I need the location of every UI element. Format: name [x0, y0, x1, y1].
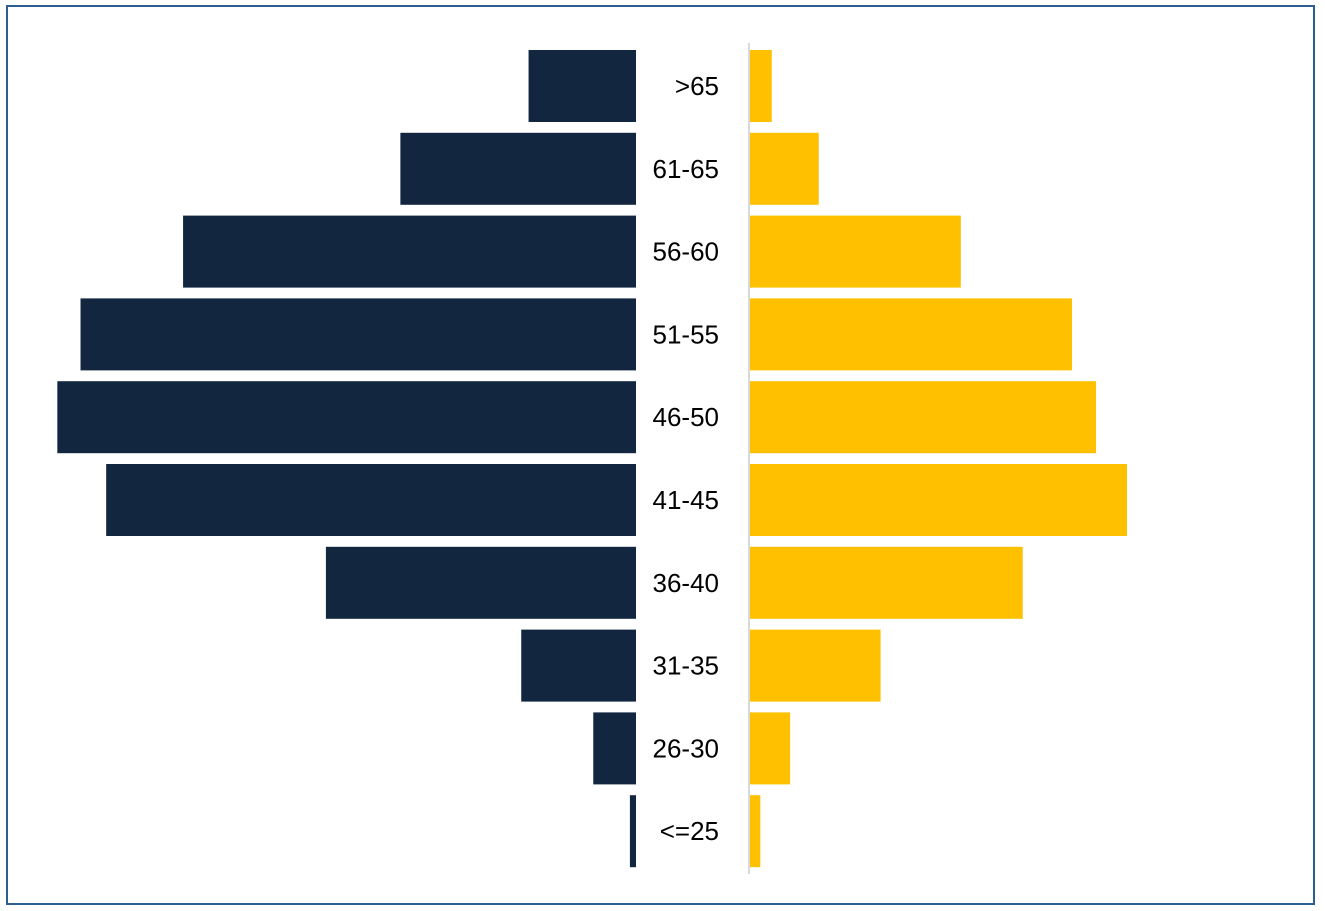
category-label: 46-50	[653, 402, 720, 432]
right-bar-51-55	[750, 298, 1072, 371]
left-bar-36-40	[325, 546, 636, 619]
right-bar-61-65	[750, 132, 819, 205]
left-bar-61-65	[400, 132, 636, 205]
category-label: 56-60	[653, 237, 720, 267]
left-bar-41-45	[106, 464, 637, 536]
right-bar-31-35	[750, 629, 881, 702]
category-label: 61-65	[653, 154, 720, 184]
right-bar-41-45	[750, 464, 1127, 536]
category-label: 26-30	[653, 733, 720, 763]
left-bar-56-60	[183, 215, 636, 288]
left-bar-26-30	[593, 712, 636, 785]
category-label: 36-40	[653, 568, 720, 598]
right-bar-26-30	[750, 712, 791, 785]
right-bar-46-50	[750, 381, 1097, 454]
right-bar-56-60	[750, 215, 961, 288]
left-bar-65	[528, 50, 636, 122]
right-bar-25	[750, 795, 761, 868]
category-label: 31-35	[653, 651, 720, 681]
left-bar-31-35	[521, 629, 636, 702]
category-label: <=25	[660, 816, 719, 846]
right-bar-65	[750, 50, 772, 122]
chart-frame	[6, 5, 1315, 905]
category-label: 51-55	[653, 319, 720, 349]
category-labels: >65 61-65 56-60 51-55 46-50 41-45 36-40 31-35 26…	[653, 71, 720, 846]
category-label: >65	[675, 71, 719, 101]
left-series-bars	[57, 50, 637, 868]
left-bar-25	[629, 795, 636, 868]
right-bar-36-40	[750, 546, 1023, 619]
right-series-bars	[750, 50, 1127, 868]
left-bar-51-55	[80, 298, 637, 371]
left-bar-46-50	[57, 381, 636, 454]
category-label: 41-45	[653, 485, 720, 515]
